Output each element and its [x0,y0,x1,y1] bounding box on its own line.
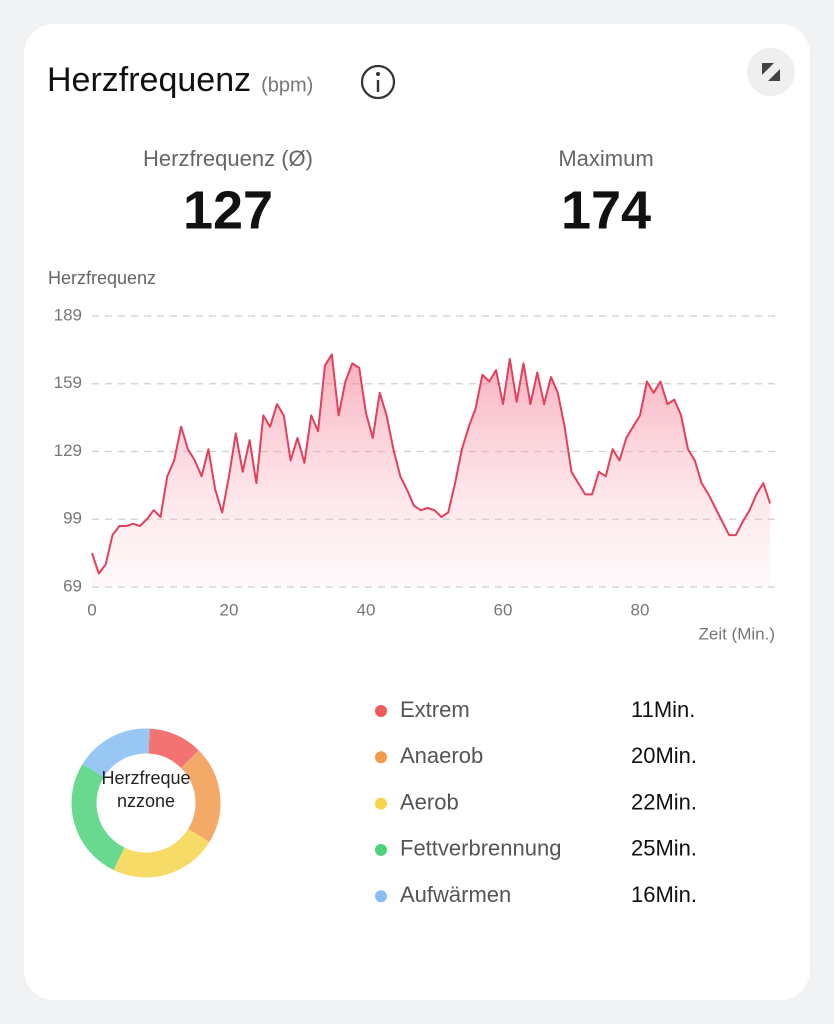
zone-duration: 11Min. [631,697,695,722]
donut-center-label: Herzfrequenzzone [101,768,191,811]
legend-label: Fettverbrennung [400,836,561,861]
legend-dot [375,890,387,903]
zone-duration: 25Min. [631,836,697,861]
area-fill [92,354,771,587]
line [91,353,772,575]
legend-dot [375,751,387,764]
legend-dot [375,797,387,810]
legend-dot [375,843,387,856]
expand-button[interactable] [747,48,795,96]
y-tick-label: 99 [63,509,82,528]
x-tick-label: 20 [220,600,239,619]
y-tick-label: 69 [63,576,82,595]
donut-center: Herzfrequenzzone [101,768,191,811]
zone-duration: 22Min. [631,789,697,814]
y-tick-label: 129 [54,441,82,460]
donut-segment [113,828,210,878]
unit: (bpm) [261,74,313,96]
legend-label: Anaerob [400,743,483,768]
donut-segment [71,763,125,871]
x-axis-label: Zeit (Min.) [699,624,776,643]
y-axis-label: Herzfrequenz [48,268,156,288]
donut-segment [147,728,199,769]
zone-duration: 20Min. [631,743,697,768]
x-tick-label: 60 [494,600,513,619]
title: Herzfrequenz [47,61,251,99]
zone-duration: 16Min. [631,882,697,907]
stat-label: Maximum [558,146,653,171]
legend-label: Aufwärmen [400,882,511,907]
stat-label: Herzfrequenz (Ø) [143,146,313,171]
legend-dot [375,705,387,717]
x-tick-label: 80 [631,600,650,619]
donut-segment [82,728,150,778]
info-icon[interactable] [360,64,396,100]
stat-value: 127 [183,180,273,240]
x-tick-label: 40 [357,600,376,619]
donut-segment [180,750,221,843]
y-tick-label: 159 [54,373,82,392]
legend-label: Aerob [400,789,459,814]
legend-label: Extrem [400,697,470,722]
y-tick-label: 189 [54,305,82,324]
x-tick-label: 0 [87,600,96,619]
stat-value: 174 [561,180,651,240]
